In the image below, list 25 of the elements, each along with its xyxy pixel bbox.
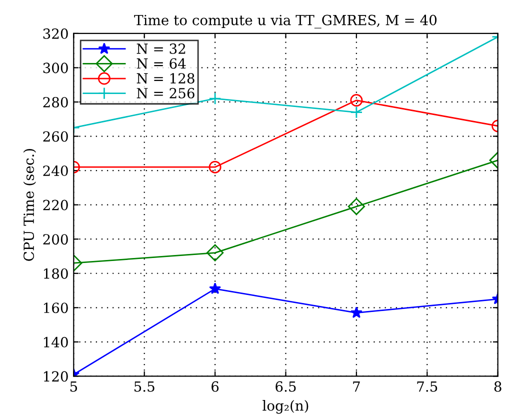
y-tick-label: 180 bbox=[44, 268, 68, 279]
y-tick-label: 320 bbox=[43, 28, 68, 39]
y-tick-label: 120 bbox=[44, 371, 68, 382]
x-axis-title: log₂(n) bbox=[262, 400, 308, 414]
x-tick-label: 7 bbox=[353, 381, 360, 392]
x-tick-label: 5.5 bbox=[134, 381, 154, 392]
legend-label: N = 256 bbox=[136, 88, 194, 98]
y-tick-label: 200 bbox=[43, 234, 68, 245]
legend-label: N = 64 bbox=[136, 58, 186, 69]
y-tick-label: 160 bbox=[44, 302, 68, 314]
y-axis-title: CPU Time (sec.) bbox=[23, 149, 36, 261]
y-tick-label: 280 bbox=[43, 96, 68, 108]
legend-label: N = 32 bbox=[136, 43, 186, 54]
x-tick-label: 8 bbox=[494, 381, 502, 392]
y-tick-label: 300 bbox=[43, 62, 68, 74]
y-tick-label: 240 bbox=[43, 166, 68, 176]
y-tick-label: 260 bbox=[43, 131, 68, 142]
y-tick-label: 140 bbox=[44, 336, 68, 348]
x-tick-label: 5 bbox=[70, 381, 78, 392]
x-tick-label: 6 bbox=[212, 381, 219, 392]
x-tick-label: 7.5 bbox=[417, 381, 438, 392]
x-tick-label: 6.5 bbox=[276, 381, 296, 392]
legend-label: N = 128 bbox=[136, 73, 194, 84]
chart-title: Time to compute u via TT_GMRES, M = 40 bbox=[134, 14, 437, 28]
y-tick-label: 220 bbox=[43, 200, 68, 210]
